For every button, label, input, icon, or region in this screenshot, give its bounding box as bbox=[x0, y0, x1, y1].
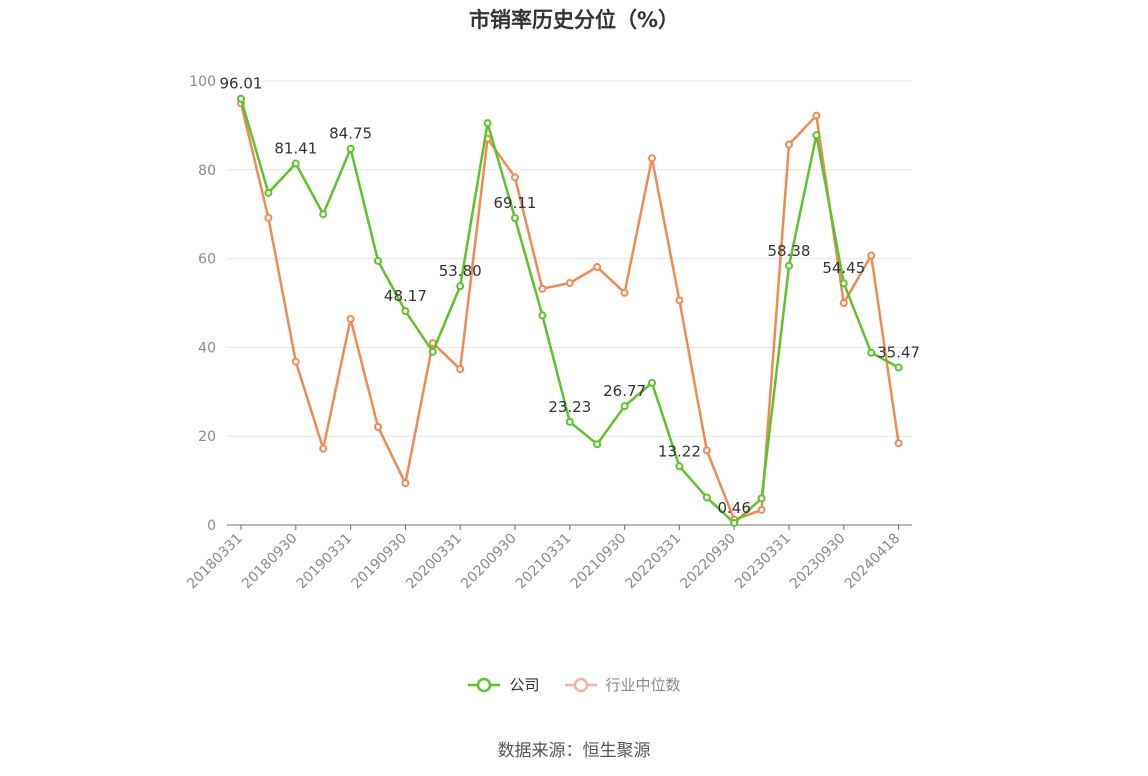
data-point-industry-median bbox=[264, 213, 273, 222]
label-layer: 96.01 81.41 84.75 48.17 53.80 69.11 23.23 26.77… bbox=[220, 75, 921, 517]
data-point-company bbox=[456, 282, 465, 291]
data-point-company bbox=[511, 214, 519, 223]
data-point-company bbox=[730, 518, 739, 527]
data-point-company bbox=[291, 159, 300, 168]
series-line-company bbox=[239, 98, 900, 525]
data-point-industry-median bbox=[894, 439, 903, 448]
data-label: 23.23 bbox=[548, 398, 591, 416]
data-point-industry-median bbox=[319, 444, 328, 453]
data-point-company bbox=[264, 188, 273, 197]
series-line-industry-median bbox=[239, 102, 900, 521]
legend: 公司 行业中位数 bbox=[0, 674, 1148, 695]
x-tick-label: 20210331 bbox=[513, 531, 575, 593]
data-point-company bbox=[346, 144, 355, 153]
data-point-industry-median bbox=[401, 479, 410, 488]
data-point-company bbox=[428, 347, 437, 356]
data-point-company bbox=[702, 493, 711, 502]
data-point-industry-median bbox=[538, 284, 547, 293]
legend-line-circle-icon bbox=[564, 677, 597, 692]
data-point-company bbox=[894, 363, 903, 372]
y-tick-label: 100 bbox=[189, 74, 216, 90]
x-tick-label: 20190930 bbox=[349, 531, 411, 593]
data-label: 84.75 bbox=[329, 125, 372, 143]
data-point-company bbox=[785, 261, 793, 270]
legend-label-industry-median: 行业中位数 bbox=[605, 676, 681, 694]
data-point-company bbox=[757, 494, 766, 503]
data-label: 54.45 bbox=[822, 259, 865, 277]
data-point-industry-median bbox=[757, 505, 766, 514]
data-point-industry-median bbox=[291, 357, 300, 366]
data-point-company bbox=[839, 279, 848, 288]
data-source-note: 数据来源：恒生聚源 bbox=[497, 741, 651, 761]
y-tick-label: 0 bbox=[207, 518, 216, 534]
data-point-industry-median bbox=[565, 279, 574, 288]
x-tick-label: 20210930 bbox=[568, 531, 630, 593]
x-tick-label: 20240418 bbox=[842, 531, 904, 593]
legend-label-company: 公司 bbox=[509, 676, 540, 694]
legend-item-industry-median[interactable]: 行业中位数 bbox=[564, 674, 681, 695]
x-tick-label: 20200331 bbox=[403, 531, 465, 593]
data-point-industry-median bbox=[620, 288, 629, 297]
legend-line-circle-icon bbox=[468, 677, 501, 692]
data-label: 35.47 bbox=[877, 344, 920, 362]
x-tick-label: 20180930 bbox=[239, 531, 301, 593]
x-tick-label: 20230930 bbox=[787, 531, 849, 593]
data-point-company bbox=[374, 256, 382, 265]
series-layer bbox=[237, 94, 903, 527]
y-tick-label: 60 bbox=[198, 252, 216, 268]
data-point-company bbox=[648, 378, 656, 387]
data-point-industry-median bbox=[346, 314, 355, 323]
data-label: 58.38 bbox=[768, 242, 811, 260]
data-point-company bbox=[483, 119, 492, 128]
data-point-company bbox=[565, 417, 574, 426]
data-label: 81.41 bbox=[274, 140, 317, 158]
data-point-industry-median bbox=[593, 263, 602, 272]
y-tick-label: 80 bbox=[198, 163, 216, 179]
data-point-industry-median bbox=[812, 111, 821, 120]
data-label: 96.01 bbox=[220, 75, 263, 93]
y-tick-label: 40 bbox=[198, 340, 216, 356]
data-point-industry-median bbox=[511, 173, 519, 182]
x-tick-label: 20190331 bbox=[294, 531, 356, 593]
data-point-industry-median bbox=[456, 365, 465, 374]
data-point-company bbox=[675, 462, 684, 471]
data-label: 13.22 bbox=[658, 442, 701, 460]
data-point-industry-median bbox=[785, 140, 793, 149]
x-tick-label: 20200930 bbox=[458, 531, 520, 593]
data-point-company bbox=[812, 131, 821, 140]
x-tick-label: 20220930 bbox=[677, 531, 739, 593]
data-label: 69.11 bbox=[494, 194, 537, 212]
data-point-industry-median bbox=[839, 299, 848, 307]
data-point-company bbox=[237, 94, 245, 103]
data-point-company bbox=[401, 307, 410, 316]
data-label: 26.77 bbox=[603, 382, 646, 400]
x-tick-label: 20220331 bbox=[623, 531, 685, 593]
data-label: 0.46 bbox=[717, 499, 750, 517]
data-point-industry-median bbox=[867, 251, 876, 260]
line-chart: 0 20 40 60 80 100 2018033120180930201903312019… bbox=[184, 74, 921, 593]
data-label: 53.80 bbox=[439, 262, 482, 280]
data-point-company bbox=[319, 210, 328, 219]
x-tick-label: 20230331 bbox=[732, 531, 794, 593]
legend-item-company[interactable]: 公司 bbox=[467, 674, 540, 695]
x-tick-label: 20180331 bbox=[184, 531, 246, 593]
data-point-industry-median bbox=[648, 154, 656, 163]
y-tick-label: 20 bbox=[198, 429, 216, 445]
data-point-company bbox=[593, 440, 602, 449]
data-point-company bbox=[867, 348, 876, 357]
data-point-company bbox=[620, 402, 629, 411]
data-point-company bbox=[538, 311, 547, 320]
chart-title: 市销率历史分位（%） bbox=[468, 8, 680, 32]
data-point-industry-median bbox=[374, 422, 382, 431]
data-point-industry-median bbox=[702, 446, 711, 455]
data-point-industry-median bbox=[675, 296, 684, 305]
data-label: 48.17 bbox=[384, 287, 427, 305]
